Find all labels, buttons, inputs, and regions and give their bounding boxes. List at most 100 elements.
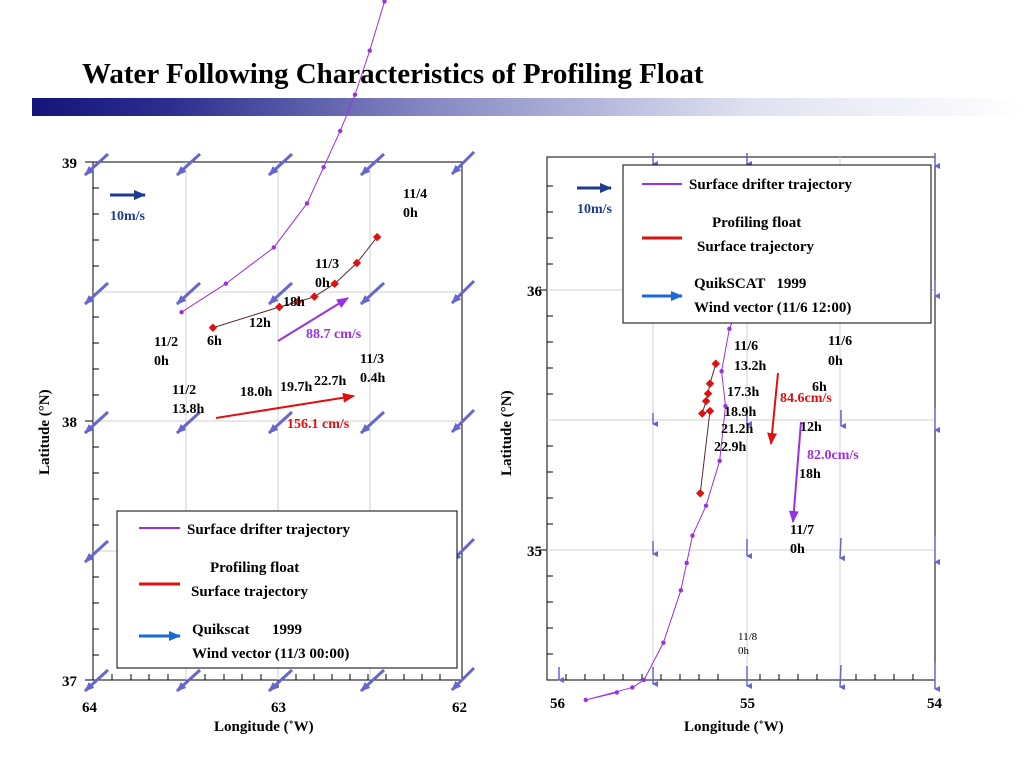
annotation: 0h [828,354,843,369]
wind-vector-arrow [359,668,386,693]
annotation: 0h [738,645,750,657]
annotation: 0.4h [360,371,386,386]
annotation: 22.9h [714,440,747,455]
drifter-position-marker [678,588,684,593]
drifter-position-marker [690,533,695,538]
drifter-position-marker [614,690,620,695]
float-position-marker [372,232,382,242]
wind-vector-arrow [83,539,110,564]
right-legend: Surface drifter trajectory Profiling flo… [622,164,932,324]
annotation: 82.0cm/s [807,448,859,463]
wind-vector-arrow [83,668,110,693]
annotation: 11/8 [738,631,758,643]
float-position-marker [208,323,218,333]
wind-vector-arrow [450,150,476,176]
annotation: 21.2h [721,422,754,437]
annotation: 12h [800,420,822,435]
float-position-marker [705,406,715,416]
drifter-position-marker [338,128,343,134]
drifter-position-marker [179,310,184,315]
float-position-marker [703,389,713,398]
annotation: 22.7h [314,374,347,389]
legend-label: Wind vector (11/6 12:00) [694,300,851,316]
legend-label: Profiling float [712,215,801,231]
annotation: 11/2 [154,335,178,350]
wind-vector-arrow [175,668,202,693]
right-x-tick-label: 55 [740,696,755,712]
annotation: 11/4 [403,187,427,202]
annotation: 18.0h [240,385,273,400]
annotation: 12h [249,316,271,331]
annotation: 0h [315,276,330,291]
annotation: 0h [790,542,805,557]
annotation: 19.7h [280,380,313,395]
drifter-position-marker [717,458,722,464]
wind-vector-arrow [175,152,202,177]
wind-vector-arrow [450,408,476,434]
legend-label: Profiling float [210,560,299,576]
drifter-position-marker [382,0,387,4]
left-drifter-velocity-arrow [277,297,349,342]
annotation: 13.2h [734,359,767,374]
legend-label: QuikSCAT 1999 [694,276,806,292]
annotation: 13.8h [172,402,205,417]
annotation: 6h [207,334,222,349]
wind-vector-arrow [359,410,386,435]
annotation: 18h [799,467,821,482]
left-scale-label: 10m/s [110,209,146,224]
right-y-tick-label: 36 [527,284,543,300]
right-x-tick-label: 54 [927,696,943,712]
annotation: 18h [283,295,305,310]
right-x-axis-label: Longitude (˚W) [684,719,784,735]
float-position-marker [711,359,721,368]
right-trajectories [583,266,757,703]
annotation: 84.6cm/s [780,391,832,406]
legend-label: Surface drifter trajectory [689,177,852,193]
left-y-tick-label: 37 [62,674,78,690]
right-chart: 10m/s 11/6 0h 11/6 13.2h 6h 17.3h 18.9h … [499,153,943,735]
annotation: 0h [403,206,418,221]
drifter-position-marker [223,281,229,286]
drifter-position-marker [719,368,724,374]
left-x-tick-label: 64 [82,700,98,716]
drifter-position-marker [684,560,689,566]
wind-vector-arrow [267,410,294,435]
drifter-position-marker [703,503,709,508]
wind-vector-arrow [450,279,476,305]
wind-vector-arrow [359,281,386,306]
left-wind-vectors [83,150,476,693]
legend-label: Surface trajectory [191,584,309,600]
wind-vector-arrow [83,281,110,306]
drifter-position-marker [304,201,310,206]
drifter-position-marker [367,48,372,53]
float-position-marker [293,297,303,307]
drifter-trajectory-line [181,0,386,313]
wind-vector-arrow [267,152,294,177]
float-position-marker [352,258,362,268]
wind-vector-arrow [83,152,110,177]
drifter-position-marker [661,640,666,645]
float-position-marker [696,488,705,498]
drifter-position-marker [583,697,588,703]
wind-vector-arrow [359,152,386,177]
right-y-tick-label: 35 [527,544,542,560]
right-scale-label: 10m/s [577,202,613,217]
left-trajectories [179,0,387,333]
drifter-position-marker [321,164,326,170]
left-y-tick-label: 39 [62,156,77,172]
right-float-velocity-arrow [767,372,779,445]
annotation: 11/3 [360,352,384,367]
wind-vector-arrow [175,410,202,435]
legend-label: Wind vector (11/3 00:00) [192,646,349,662]
annotation: 11/2 [172,383,196,398]
float-position-marker [310,292,319,301]
drifter-position-marker [723,403,728,409]
wind-vector-arrow [839,664,846,691]
wind-vector-arrow [450,666,476,692]
drifter-position-marker [352,92,358,97]
right-x-tick-label: 56 [550,696,566,712]
float-position-marker [275,302,284,312]
right-wind-vectors [558,153,940,692]
legend-label: Quikscat 1999 [192,622,302,638]
annotation: 156.1 cm/s [287,417,350,432]
